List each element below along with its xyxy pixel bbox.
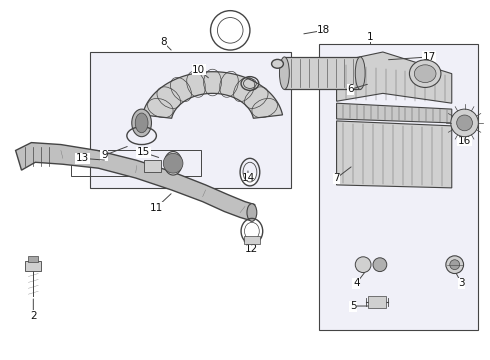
Text: 4: 4 [353, 278, 360, 288]
Text: 8: 8 [160, 37, 167, 47]
Circle shape [451, 109, 478, 137]
Text: 17: 17 [422, 52, 436, 62]
Ellipse shape [164, 152, 182, 175]
Polygon shape [284, 57, 360, 89]
Bar [368, 296, 386, 308]
Bar [144, 160, 161, 172]
Circle shape [457, 115, 472, 131]
Text: 18: 18 [317, 25, 330, 35]
Circle shape [373, 258, 387, 271]
Text: 6: 6 [347, 84, 354, 94]
Ellipse shape [355, 57, 365, 89]
Ellipse shape [271, 59, 283, 68]
Polygon shape [337, 121, 452, 188]
Text: 3: 3 [458, 278, 465, 288]
Ellipse shape [279, 57, 289, 89]
Circle shape [163, 153, 183, 173]
Bar [28, 256, 38, 262]
Text: 7: 7 [333, 173, 340, 183]
Polygon shape [337, 103, 452, 123]
Ellipse shape [135, 113, 148, 133]
Text: 2: 2 [30, 311, 37, 321]
Text: 12: 12 [245, 244, 259, 254]
Polygon shape [16, 143, 255, 220]
Bar [244, 236, 260, 244]
Circle shape [450, 260, 460, 270]
Bar [25, 261, 41, 271]
Circle shape [355, 257, 371, 273]
Ellipse shape [247, 204, 257, 221]
Text: 14: 14 [242, 173, 255, 183]
Text: 15: 15 [137, 148, 150, 157]
Bar [91, 52, 291, 188]
Text: 11: 11 [150, 203, 163, 212]
Text: 1: 1 [367, 32, 373, 42]
Text: 1: 1 [367, 32, 373, 42]
Text: 5: 5 [350, 301, 357, 311]
Text: 16: 16 [458, 136, 471, 145]
Bar [71, 150, 201, 176]
Text: 10: 10 [192, 65, 205, 75]
Polygon shape [143, 72, 283, 118]
Text: 9: 9 [101, 150, 107, 161]
Text: 13: 13 [76, 153, 89, 163]
Circle shape [446, 256, 464, 274]
Polygon shape [337, 52, 452, 103]
Ellipse shape [132, 109, 151, 137]
Ellipse shape [415, 65, 436, 82]
Ellipse shape [410, 60, 441, 87]
Bar [319, 44, 478, 330]
